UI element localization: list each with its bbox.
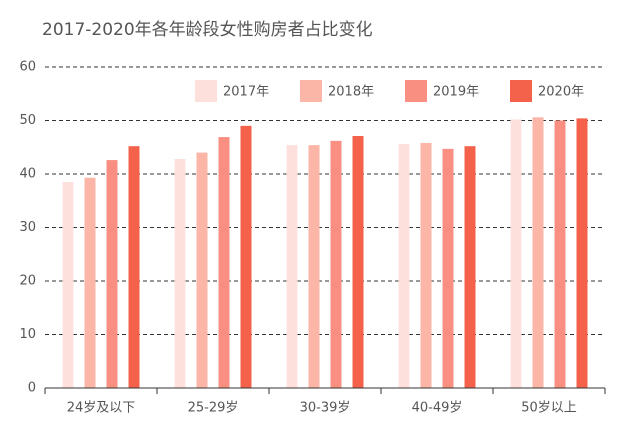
bar [106,160,118,388]
y-tick-label: 30 [19,220,36,235]
bar [442,148,454,388]
x-tick-label: 50岁以上 [521,401,577,416]
y-tick-label: 0 [28,381,36,396]
legend-swatch [405,80,427,102]
x-tick-label: 25-29岁 [188,401,239,416]
y-tick-label: 10 [19,327,36,342]
bar [308,145,320,388]
bar [576,118,588,389]
chart-title: 2017-2020年各年龄段女性购房者占比变化 [42,20,373,40]
y-tick-label: 40 [19,167,36,182]
y-tick-label: 50 [19,113,36,128]
bar [174,159,186,388]
bar [352,136,364,388]
x-tick-label: 40-49岁 [412,401,463,416]
legend-label: 2019年 [433,85,479,100]
bar [240,125,252,388]
bar [84,177,96,388]
legend-label: 2020年 [538,85,584,100]
x-tick-label: 30-39岁 [300,401,351,416]
bar [330,140,342,388]
y-tick-label: 20 [19,274,36,289]
bar [286,145,298,388]
bar [218,137,230,388]
bar [464,146,476,388]
bar [62,182,74,388]
legend-swatch [195,80,217,102]
bar [196,152,208,388]
bar [532,117,544,388]
bar [420,142,432,388]
bar [510,119,522,389]
bar [554,120,566,388]
legend-label: 2017年 [223,85,269,100]
legend-label: 2018年 [328,85,374,100]
legend-swatch [300,80,322,102]
x-tick-label: 24岁及以下 [67,401,136,416]
legend-swatch [510,80,532,102]
bar [128,146,140,388]
bar [398,144,410,388]
y-tick-label: 60 [19,60,36,75]
